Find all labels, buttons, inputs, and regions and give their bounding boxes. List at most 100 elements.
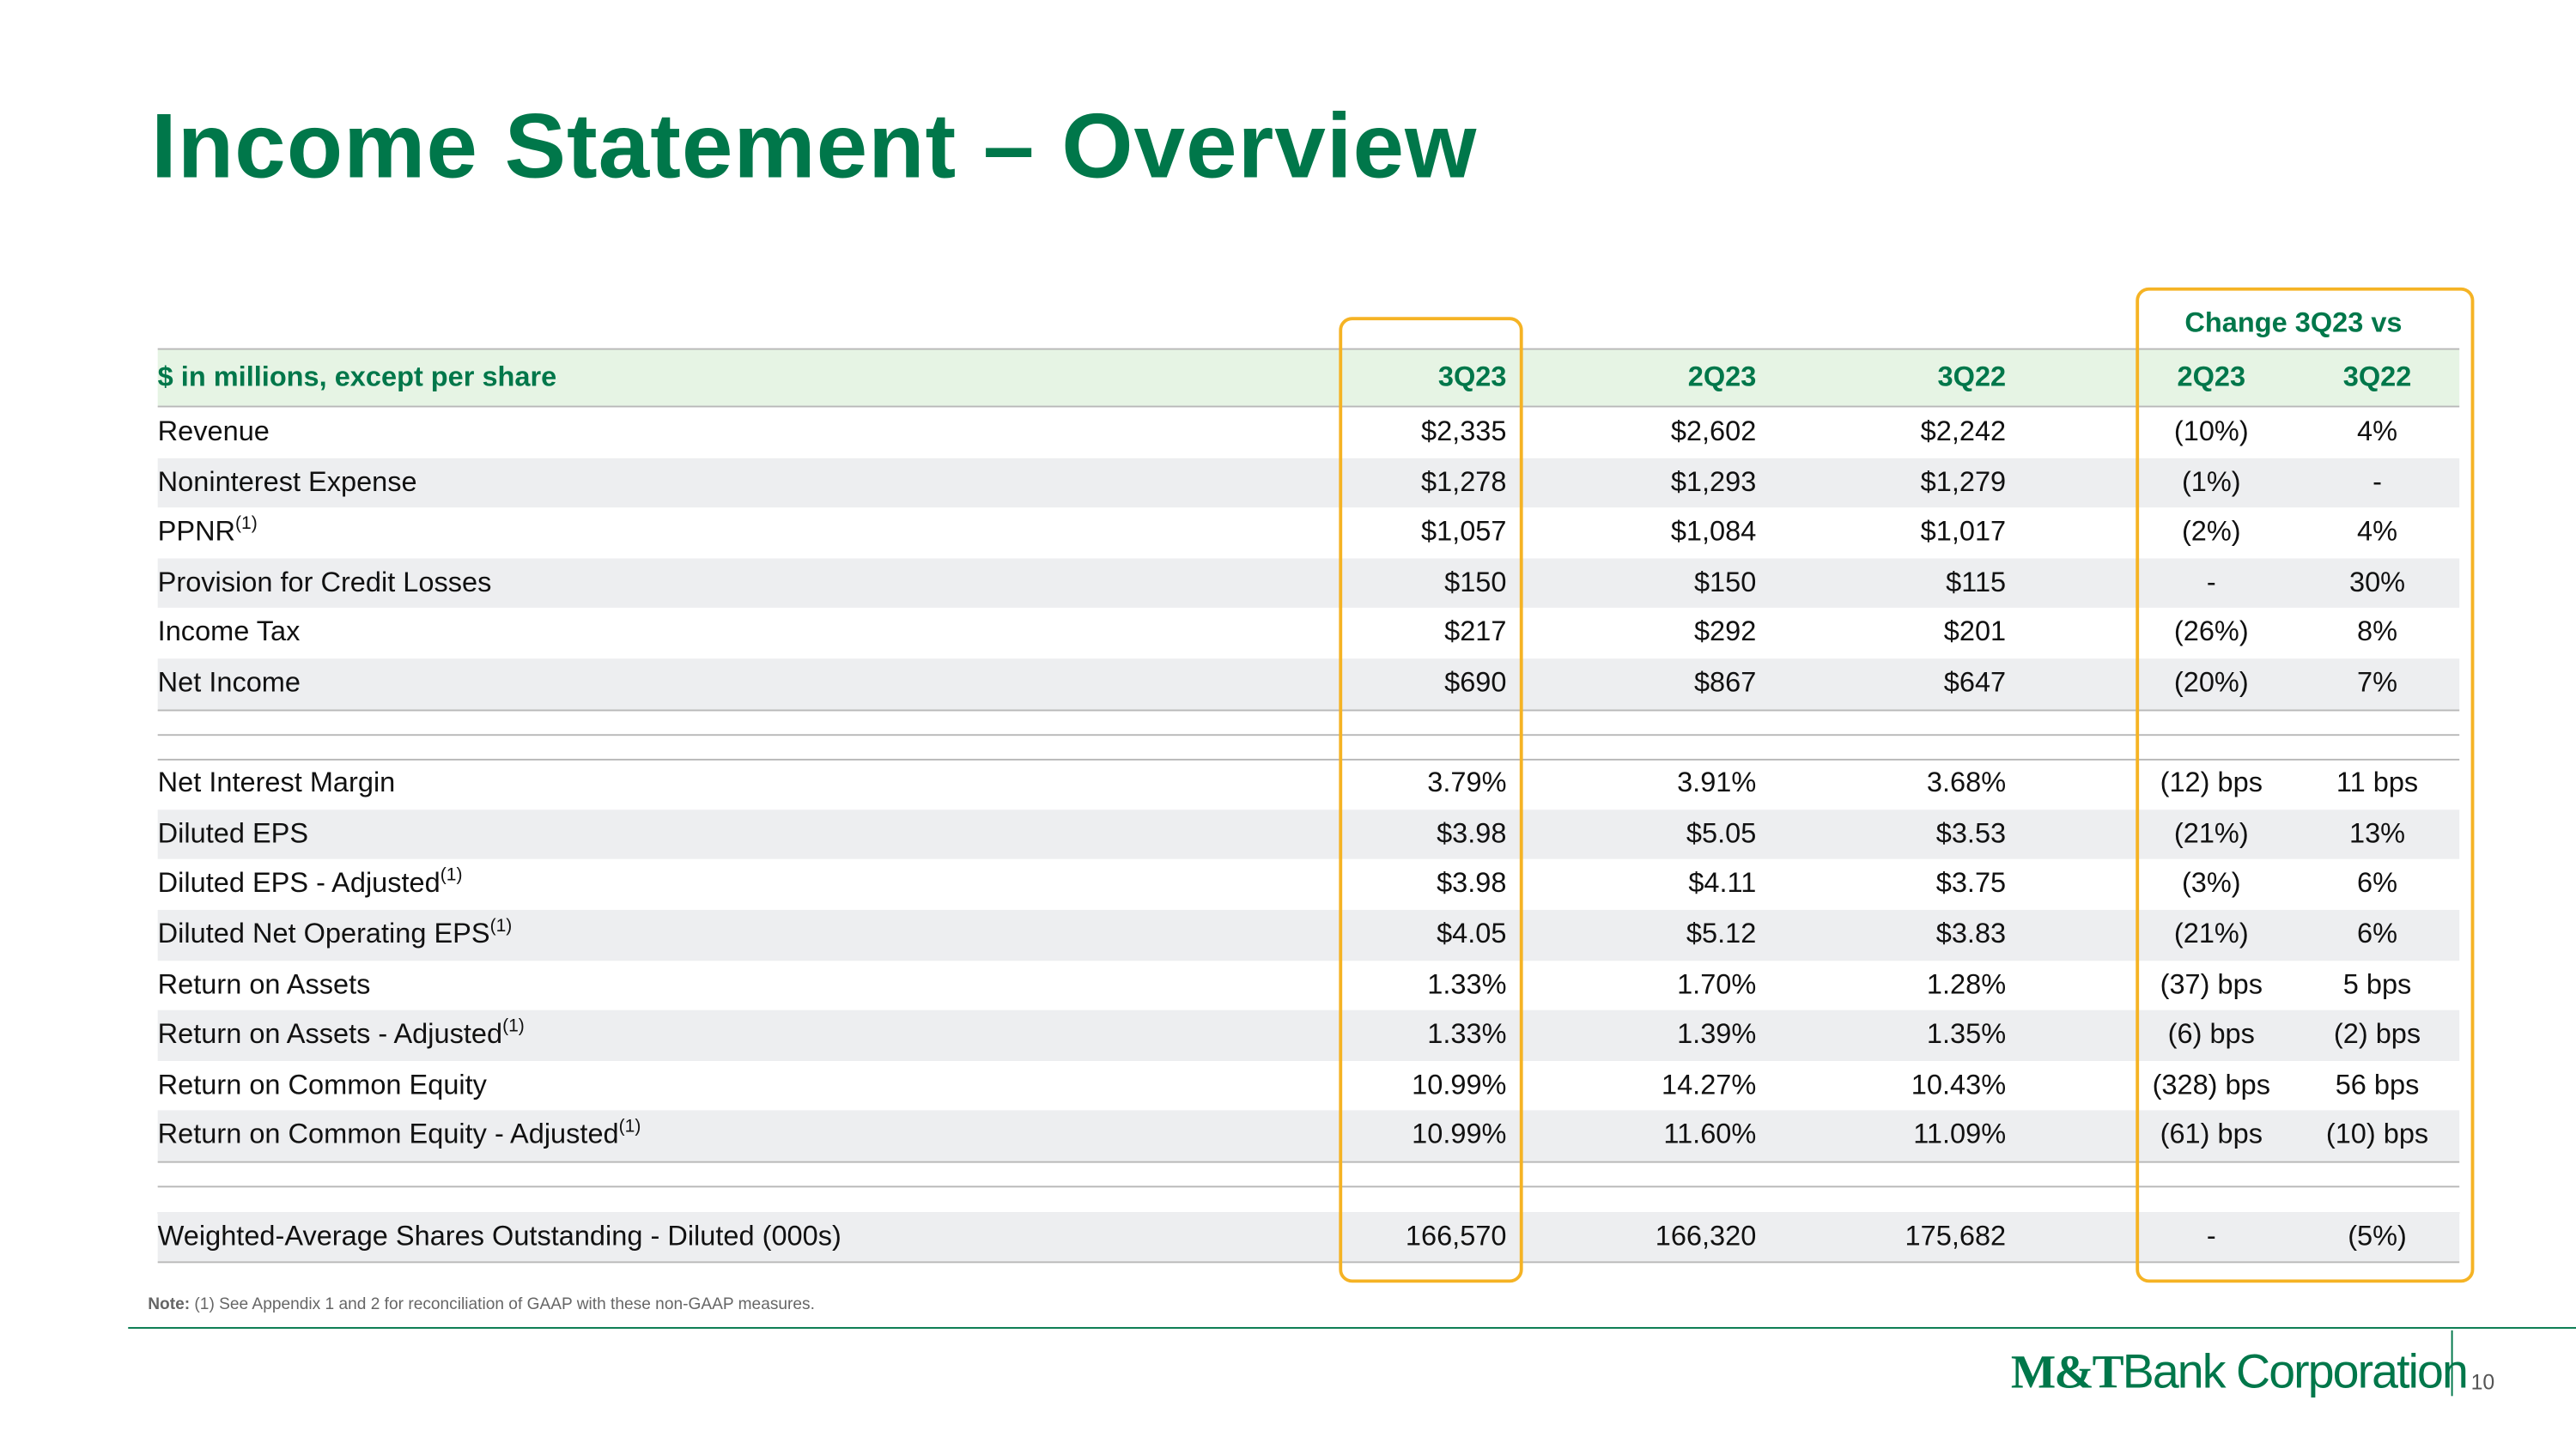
cell-value: 1.33% <box>1427 1018 1507 1050</box>
cell-value: $115 <box>1946 566 2007 598</box>
row-label: Noninterest Expense <box>157 465 417 497</box>
rule <box>157 1161 2460 1163</box>
cell-value: (26%) <box>2173 616 2249 648</box>
rule <box>157 733 2460 736</box>
note-label: Note: <box>148 1295 191 1314</box>
row-label: Net Interest Margin <box>157 767 396 799</box>
cell-value: (37) bps <box>2160 968 2263 1000</box>
superscript: (1) <box>440 866 463 887</box>
cell-value: 4% <box>2357 415 2398 447</box>
cell-value: 10.99% <box>1412 1119 1507 1151</box>
cell-value: $3.98 <box>1437 867 1507 900</box>
row-shade <box>157 809 2460 860</box>
row-label: Return on Common Equity <box>157 1069 487 1100</box>
cell-value: 4% <box>2357 516 2398 548</box>
column-header: 2Q23 <box>1687 361 1757 393</box>
cell-value: (1%) <box>2181 465 2241 497</box>
column-header: 3Q22 <box>2342 361 2412 393</box>
row-label: Weighted-Average Shares Outstanding - Di… <box>157 1219 841 1252</box>
footer-line <box>128 1326 2576 1329</box>
cell-value: 10.99% <box>1412 1069 1507 1100</box>
row-shade <box>157 1211 2460 1262</box>
cell-value: 11.09% <box>1913 1119 2007 1151</box>
cell-value: $2,242 <box>1920 415 2007 447</box>
logo-mark: M&T <box>2010 1346 2124 1400</box>
cell-value: 14.27% <box>1661 1069 1757 1100</box>
cell-value: 1.39% <box>1677 1018 1757 1050</box>
cell-value: - <box>2206 566 2216 598</box>
logo: M&TBank Corporation <box>2010 1346 2469 1401</box>
rule <box>157 405 2460 408</box>
highlight-box <box>1339 317 1523 1283</box>
cell-value: $201 <box>1943 616 2007 648</box>
cell-value: $1,017 <box>1920 516 2007 548</box>
note-text: (1) See Appendix 1 and 2 for reconciliat… <box>194 1295 815 1314</box>
cell-value: 8% <box>2357 616 2398 648</box>
cell-value: (6) bps <box>2167 1018 2255 1050</box>
cell-value: $2,602 <box>1670 415 1757 447</box>
rule <box>157 1185 2460 1188</box>
cell-value: (21%) <box>2173 918 2249 949</box>
row-label: Income Tax <box>157 616 301 648</box>
cell-value: $1,293 <box>1670 465 1757 497</box>
cell-value: $867 <box>1693 666 1757 699</box>
row-shade <box>157 1010 2460 1061</box>
column-header: 3Q22 <box>1937 361 2007 393</box>
cell-value: 166,570 <box>1405 1219 1507 1252</box>
cell-value: $3.53 <box>1935 817 2007 849</box>
row-label: Diluted EPS - Adjusted(1) <box>157 866 463 900</box>
rule <box>157 708 2460 711</box>
cell-value: 1.28% <box>1926 968 2007 1000</box>
column-header: 2Q23 <box>2177 361 2246 393</box>
cell-value: 1.70% <box>1677 968 1757 1000</box>
row-shade <box>157 909 2460 961</box>
cell-value: 6% <box>2357 918 2398 949</box>
cell-value: 11.60% <box>1663 1119 1757 1151</box>
cell-value: $217 <box>1444 616 1507 648</box>
row-label: Net Income <box>157 666 301 699</box>
cell-value: (10) bps <box>2325 1119 2429 1151</box>
cell-value: $3.75 <box>1935 867 2007 900</box>
cell-value: 166,320 <box>1655 1219 1757 1252</box>
cell-value: 11 bps <box>2336 767 2419 799</box>
cell-value: $1,278 <box>1421 465 1507 497</box>
rule <box>157 1261 2460 1264</box>
row-label: Diluted Net Operating EPS(1) <box>157 916 513 949</box>
row-label: PPNR(1) <box>157 514 258 548</box>
row-shade <box>157 458 2460 508</box>
row-label: Provision for Credit Losses <box>157 566 492 598</box>
cell-value: 30% <box>2348 566 2406 598</box>
footer-divider <box>2451 1330 2453 1397</box>
cell-value: $292 <box>1693 616 1757 648</box>
cell-value: $2,335 <box>1421 415 1507 447</box>
superscript: (1) <box>489 916 513 937</box>
row-label: Diluted EPS <box>157 817 309 849</box>
cell-value: (328) bps <box>2152 1069 2271 1100</box>
cell-value: 1.33% <box>1427 968 1507 1000</box>
cell-value: 3.68% <box>1926 767 2007 799</box>
cell-value: $150 <box>1444 566 1507 598</box>
cell-value: (21%) <box>2173 817 2249 849</box>
cell-value: 3.91% <box>1677 767 1757 799</box>
superscript: (1) <box>502 1016 525 1037</box>
cell-value: (10%) <box>2173 415 2249 447</box>
cell-value: $647 <box>1943 666 2007 699</box>
cell-value: $3.98 <box>1437 817 1507 849</box>
cell-value: 1.35% <box>1926 1018 2007 1050</box>
rule <box>157 348 2460 350</box>
cell-value: 7% <box>2357 666 2398 699</box>
cell-value: $1,279 <box>1920 465 2007 497</box>
cell-value: - <box>2372 465 2382 497</box>
row-shade <box>157 1111 2460 1161</box>
cell-value: (2) bps <box>2333 1018 2421 1050</box>
title: Income Statement – Overview <box>151 94 1478 197</box>
column-header: $ in millions, except per share <box>157 361 557 393</box>
row-label: Revenue <box>157 415 270 447</box>
change-header: Change 3Q23 vs <box>2184 306 2403 339</box>
cell-value: (5%) <box>2348 1219 2407 1252</box>
cell-value: $150 <box>1693 566 1757 598</box>
cell-value: 13% <box>2348 817 2406 849</box>
cell-value: $5.12 <box>1686 918 1757 949</box>
cell-value: (3%) <box>2181 867 2241 900</box>
